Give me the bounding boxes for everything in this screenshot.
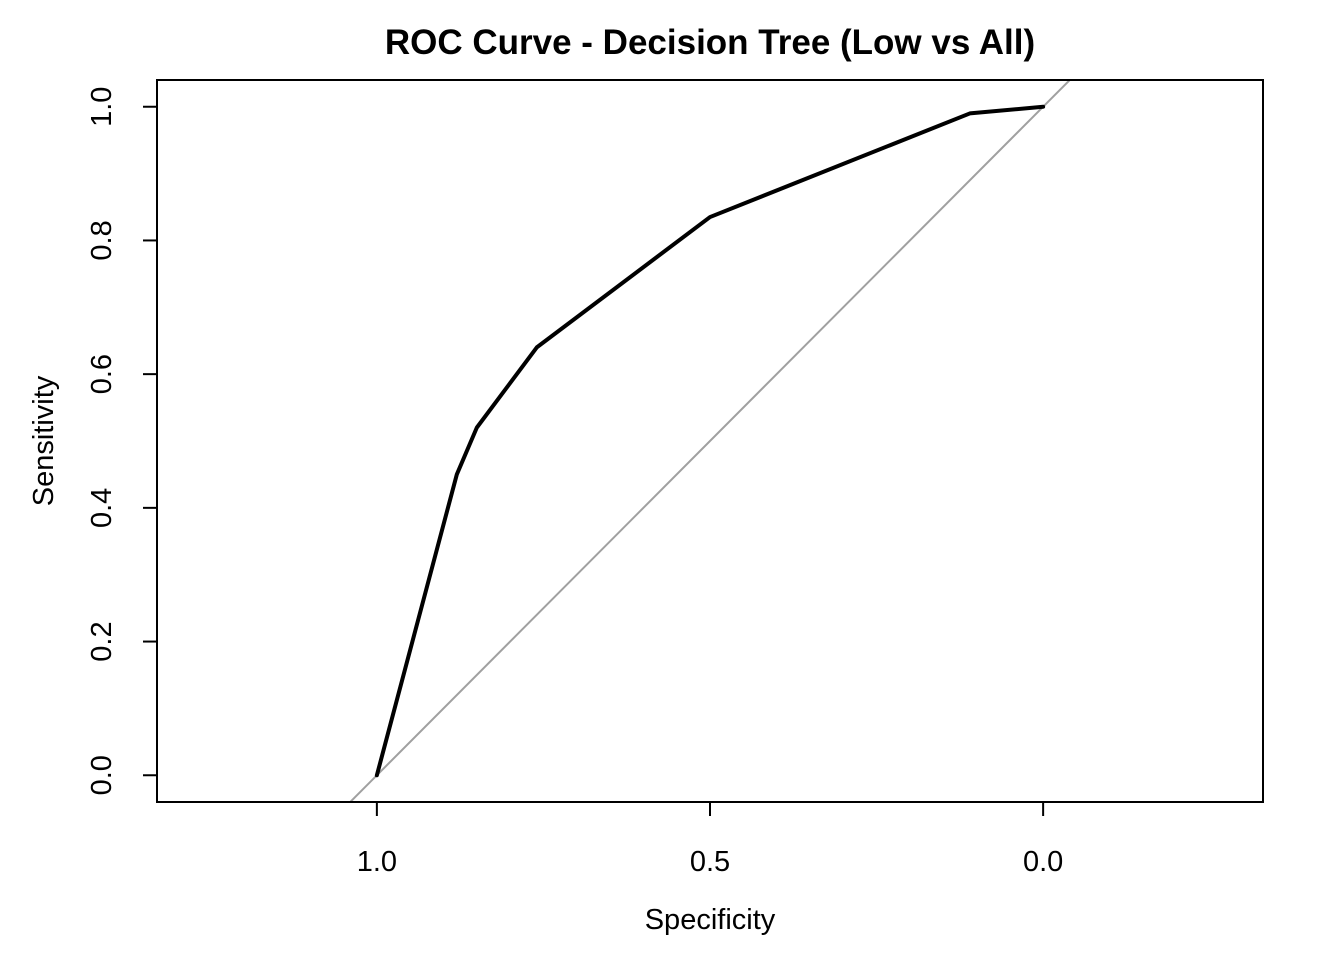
y-tick-label: 0.2 bbox=[86, 621, 118, 661]
y-tick-label: 0.8 bbox=[86, 220, 118, 260]
y-tick-label: 0.6 bbox=[86, 354, 118, 394]
x-tick-label: 0.0 bbox=[1023, 846, 1063, 878]
x-axis: 1.0 0.5 0.0 bbox=[357, 801, 1063, 878]
x-tick-label: 1.0 bbox=[357, 846, 397, 878]
roc-curve-line bbox=[374, 104, 1046, 778]
y-axis: 0.0 0.2 0.4 0.6 0.8 1.0 bbox=[86, 87, 158, 795]
x-axis-label: Specificity bbox=[645, 904, 776, 936]
x-tick-label: 0.5 bbox=[690, 846, 730, 878]
y-axis-label: Sensitivity bbox=[28, 375, 60, 506]
y-tick-label: 0.4 bbox=[86, 488, 118, 528]
plot-area bbox=[348, 80, 1072, 802]
reference-diagonal-line bbox=[348, 80, 1072, 802]
chart-title: ROC Curve - Decision Tree (Low vs All) bbox=[385, 23, 1035, 62]
y-tick-label: 1.0 bbox=[86, 87, 118, 127]
y-tick-label: 0.0 bbox=[86, 755, 118, 795]
